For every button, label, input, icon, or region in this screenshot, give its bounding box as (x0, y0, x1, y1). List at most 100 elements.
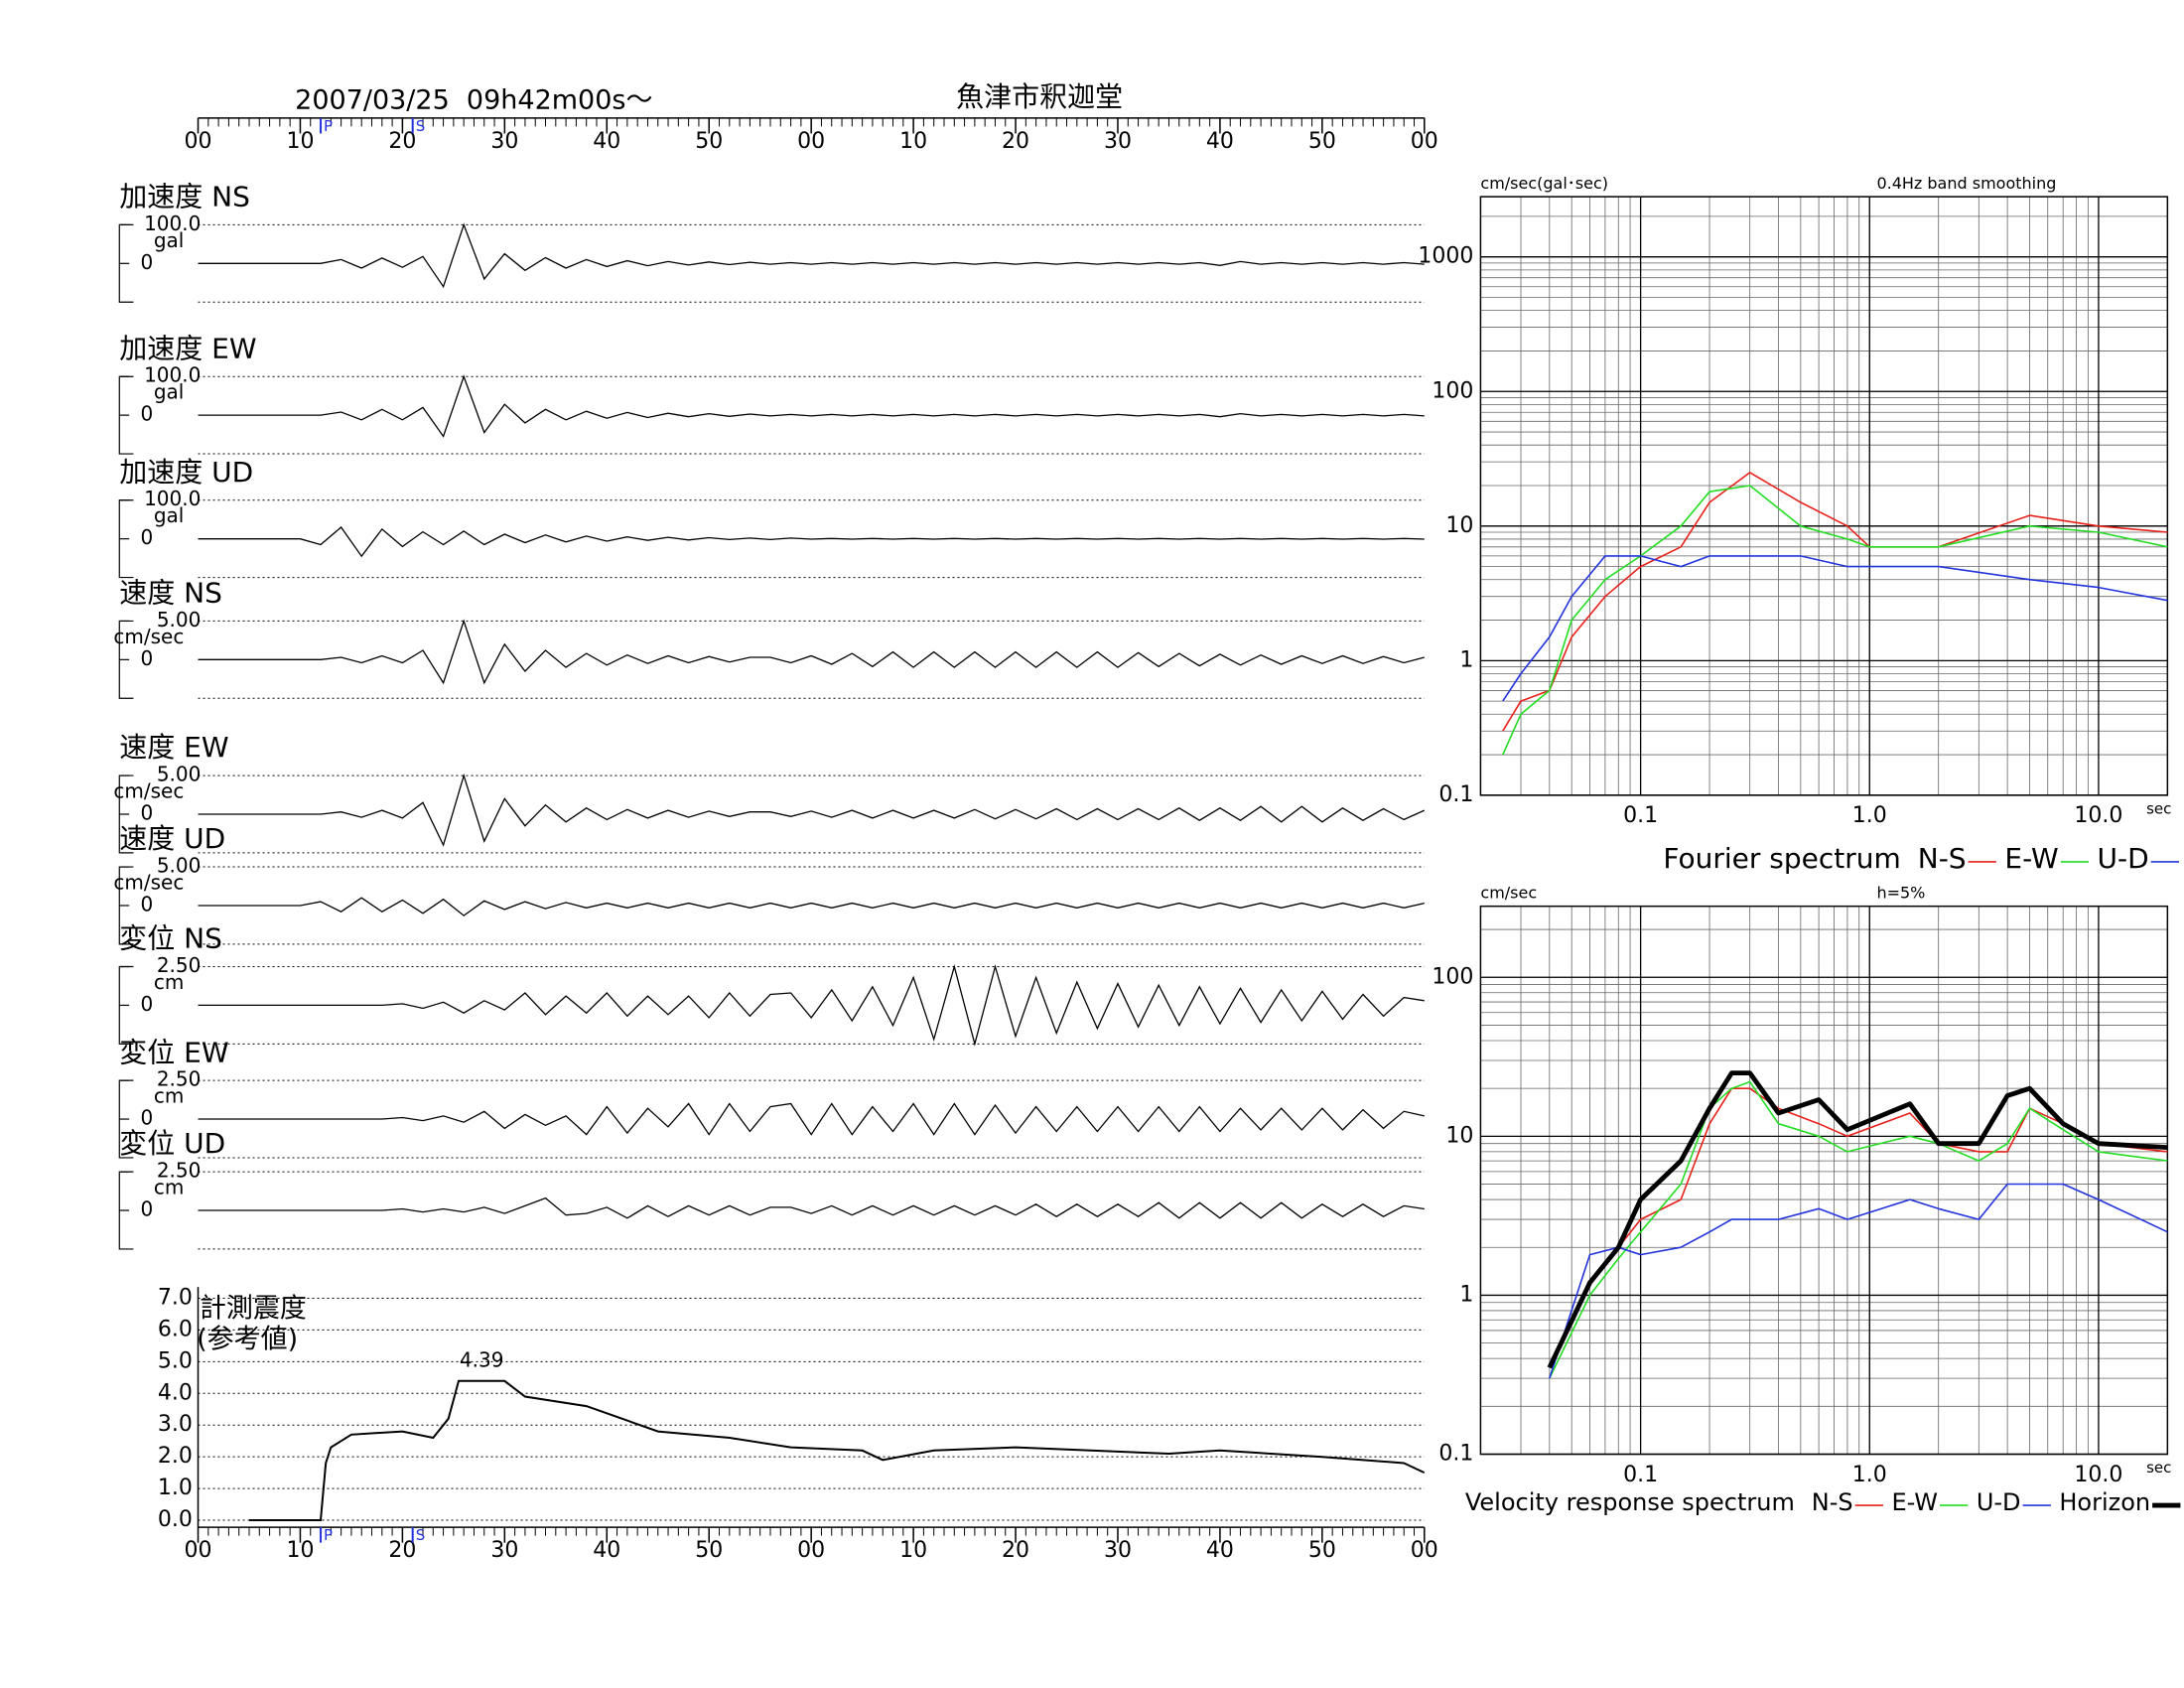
y-tick-label: 2.50 (157, 1067, 202, 1091)
y-tick-label: 0.1 (1438, 1442, 1473, 1467)
x-tick-label: 50 (1308, 129, 1336, 154)
unit-label: cm/sec (113, 625, 184, 648)
legend-label: U-D (2098, 842, 2149, 875)
spectrum-line (1502, 555, 2168, 702)
chart-title: 計測震度 (200, 1293, 307, 1324)
y-tick-label: 2.50 (157, 1159, 202, 1183)
y-tick-label: 1 (1459, 1282, 1473, 1307)
y-tick-label: 7.0 (158, 1285, 193, 1310)
x-tick-label: 00 (185, 129, 212, 154)
spectrum-line (1549, 1183, 2168, 1379)
trace-label: 速度 EW (119, 731, 228, 764)
unit-label: cm (154, 1176, 184, 1199)
y-tick-label: 1000 (1418, 244, 1473, 269)
x-tick-label: 00 (1411, 129, 1438, 154)
y-tick-label: 2.50 (157, 953, 202, 977)
station-name: 魚津市釈迦堂 (956, 80, 1123, 113)
trace-label: 変位 NS (119, 922, 222, 955)
x-tick-label: 00 (797, 1538, 825, 1563)
legend-label: U-D (1977, 1488, 2021, 1516)
x-tick-label: 00 (185, 1538, 212, 1563)
x-tick-label: 0.1 (1623, 1463, 1658, 1487)
y-tick-label: 10 (1445, 513, 1473, 538)
y-tick-label: 0 (141, 402, 154, 426)
waveform-trace (198, 897, 1425, 916)
y-tick-label: 2.0 (158, 1444, 193, 1469)
waveform-trace (198, 1196, 1425, 1219)
y-tick-label: 0 (141, 1106, 154, 1130)
x-axis-label: sec (2146, 1459, 2171, 1477)
phase-label: S (416, 117, 426, 135)
trace-label: 速度 UD (119, 822, 225, 855)
y-axis-label: cm/sec(gal･sec) (1480, 174, 1608, 193)
waveform-trace (198, 619, 1425, 685)
plot-frame (1479, 905, 2169, 1456)
trace-label: 速度 NS (119, 577, 222, 610)
y-tick-label: 0.1 (1438, 782, 1473, 807)
y-tick-label: 5.00 (157, 763, 202, 786)
phase-label: P (324, 1526, 333, 1544)
x-tick-label: 10.0 (2074, 803, 2122, 828)
x-tick-label: 10 (899, 1538, 927, 1563)
y-tick-label: 3.0 (158, 1412, 193, 1437)
waveform-trace (198, 964, 1425, 1047)
x-tick-label: 10 (286, 1538, 314, 1563)
plot-note: 0.4Hz band smoothing (1876, 174, 2056, 193)
unit-label: gal (154, 380, 185, 404)
x-axis-label: sec (2146, 800, 2171, 818)
chart-subtitle: (参考値) (197, 1324, 298, 1354)
legend-title: Fourier spectrum (1663, 842, 1900, 875)
y-tick-label: 5.00 (157, 854, 202, 878)
x-tick-label: 10 (286, 129, 314, 154)
y-tick-label: 0 (141, 992, 154, 1016)
y-tick-label: 100.0 (144, 487, 201, 510)
phase-label: S (416, 1526, 426, 1544)
y-tick-label: 0 (141, 892, 154, 915)
plot-note: h=5% (1876, 883, 1925, 902)
x-tick-label: 1.0 (1852, 803, 1887, 828)
x-tick-label: 50 (695, 1538, 723, 1563)
y-tick-label: 5.00 (157, 608, 202, 632)
x-tick-label: 40 (1206, 129, 1234, 154)
trace-label: 加速度 UD (119, 456, 253, 489)
y-tick-label: 100 (1432, 964, 1473, 989)
spectrum-line (1502, 485, 2168, 756)
x-tick-label: 1.0 (1852, 1463, 1887, 1487)
x-tick-label: 00 (1411, 1538, 1438, 1563)
x-tick-label: 50 (695, 129, 723, 154)
x-tick-label: 40 (593, 1538, 620, 1563)
phase-label: P (324, 117, 333, 135)
x-tick-label: 20 (1002, 129, 1029, 154)
y-tick-label: 0 (141, 1197, 154, 1221)
y-tick-label: 6.0 (158, 1317, 193, 1341)
trace-label: 変位 EW (119, 1036, 228, 1068)
y-tick-label: 5.0 (158, 1348, 193, 1373)
legend-label: E-W (1891, 1488, 1938, 1516)
trace-label: 変位 UD (119, 1127, 225, 1160)
plot-frame (1479, 196, 2169, 796)
trace-label: 加速度 NS (119, 181, 250, 213)
unit-label: cm/sec (113, 871, 184, 895)
x-tick-label: 30 (1104, 1538, 1132, 1563)
legend-label: N-S (1918, 842, 1967, 875)
x-tick-label: 30 (490, 129, 518, 154)
y-tick-label: 100.0 (144, 363, 201, 387)
y-tick-label: 0 (141, 800, 154, 824)
unit-label: gal (154, 228, 185, 252)
peak-label: 4.39 (460, 1348, 504, 1372)
spectrum-line (1502, 472, 2168, 732)
unit-label: cm/sec (113, 779, 184, 803)
y-tick-label: 0 (141, 250, 154, 274)
x-tick-label: 50 (1308, 1538, 1336, 1563)
chart-title: 2007/03/25 09h42m00s〜 (295, 84, 652, 115)
y-axis-label: cm/sec (1480, 883, 1537, 902)
x-tick-label: 40 (1206, 1538, 1234, 1563)
legend-title: Velocity response spectrum (1465, 1488, 1795, 1516)
legend-label: N-S (1812, 1488, 1853, 1516)
y-tick-label: 100 (1432, 378, 1473, 403)
spectrum-line (1549, 1080, 2168, 1379)
trace-label: 加速度 EW (119, 332, 256, 364)
waveform-trace (198, 773, 1426, 847)
legend-label: E-W (2004, 842, 2058, 875)
